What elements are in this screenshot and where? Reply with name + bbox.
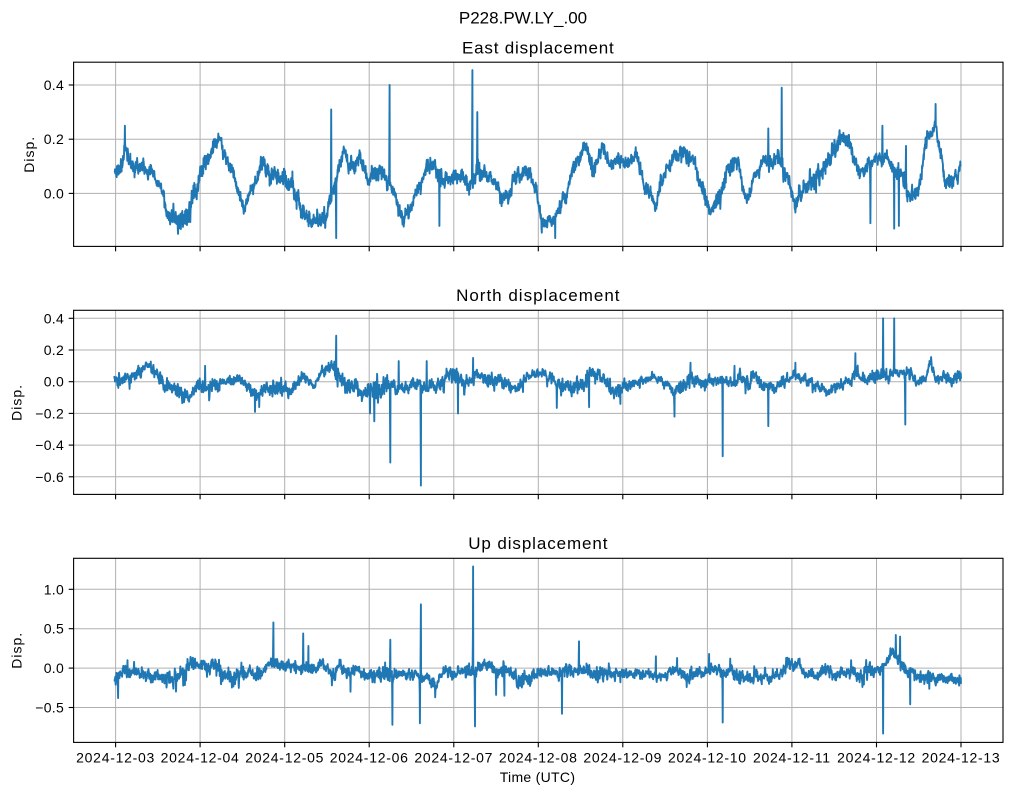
svg-text:Disp.: Disp.	[21, 136, 37, 173]
svg-text:2024-12-09: 2024-12-09	[583, 749, 662, 765]
svg-text:2024-12-10: 2024-12-10	[668, 749, 747, 765]
svg-text:Time (UTC): Time (UTC)	[500, 769, 576, 785]
svg-text:0.5: 0.5	[44, 621, 64, 637]
svg-text:0.4: 0.4	[44, 77, 64, 93]
svg-text:East displacement: East displacement	[462, 39, 615, 58]
svg-text:2024-12-05: 2024-12-05	[245, 749, 324, 765]
svg-text:Disp.: Disp.	[8, 384, 24, 421]
svg-text:Disp.: Disp.	[8, 632, 24, 669]
svg-text:0.0: 0.0	[44, 660, 64, 676]
svg-text:1.0: 1.0	[44, 581, 64, 597]
svg-text:−0.5: −0.5	[35, 700, 64, 716]
svg-text:0.0: 0.0	[44, 374, 64, 390]
svg-text:2024-12-03: 2024-12-03	[76, 749, 155, 765]
svg-text:North displacement: North displacement	[456, 286, 620, 305]
svg-text:P228.PW.LY_.00: P228.PW.LY_.00	[459, 9, 587, 28]
svg-text:0.2: 0.2	[44, 131, 64, 147]
svg-text:Up displacement: Up displacement	[468, 534, 608, 553]
svg-text:2024-12-04: 2024-12-04	[161, 749, 240, 765]
svg-text:−0.2: −0.2	[35, 405, 64, 421]
svg-text:2024-12-13: 2024-12-13	[922, 749, 1001, 765]
svg-text:2024-12-07: 2024-12-07	[414, 749, 493, 765]
svg-text:−0.6: −0.6	[35, 469, 64, 485]
svg-text:2024-12-08: 2024-12-08	[499, 749, 578, 765]
svg-text:2024-12-06: 2024-12-06	[330, 749, 409, 765]
svg-text:−0.4: −0.4	[35, 437, 64, 453]
svg-text:2024-12-11: 2024-12-11	[753, 749, 831, 765]
svg-text:0.4: 0.4	[44, 310, 64, 326]
svg-text:0.2: 0.2	[44, 342, 64, 358]
svg-text:0.0: 0.0	[44, 185, 64, 201]
svg-text:2024-12-12: 2024-12-12	[837, 749, 916, 765]
